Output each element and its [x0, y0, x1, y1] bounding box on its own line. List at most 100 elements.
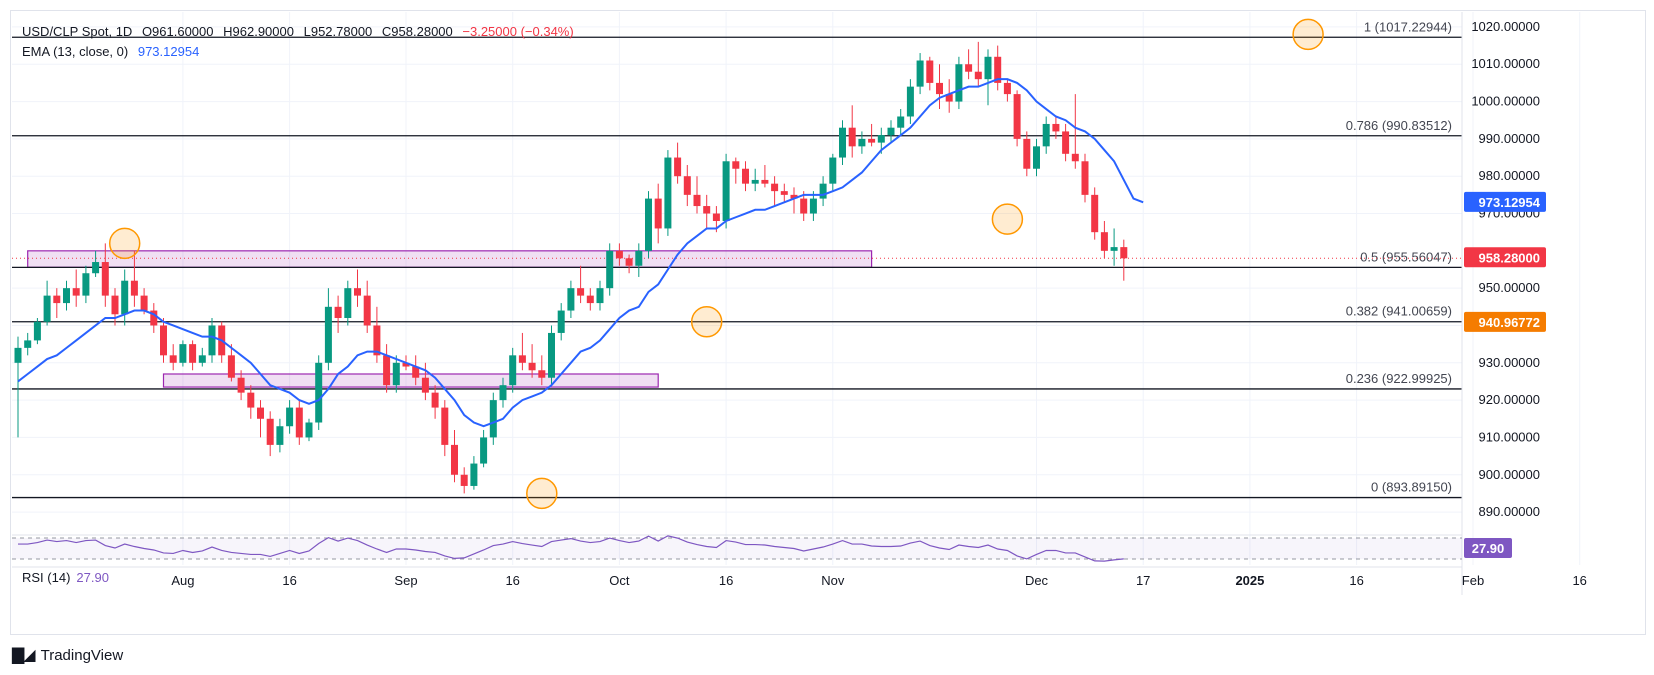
- open-value: O961.60000: [141, 24, 214, 39]
- candle-body: [732, 161, 740, 169]
- candle-body: [974, 71, 982, 80]
- candle-body: [829, 157, 837, 184]
- rsi-value-box: [1464, 538, 1512, 558]
- candle-body: [489, 400, 497, 438]
- y-tick-label: 990.00000: [1479, 131, 1540, 146]
- candle-body: [712, 213, 720, 221]
- candle-body: [926, 60, 934, 83]
- candle-body: [43, 295, 51, 322]
- candle-body: [441, 407, 449, 445]
- highlight-circle: [108, 227, 141, 260]
- candle-body: [53, 295, 61, 304]
- candle-body: [460, 474, 468, 486]
- candle-body: [809, 198, 817, 214]
- ema-line: [17, 78, 1144, 428]
- ema-value: 973.12954: [137, 44, 200, 59]
- candle-body: [383, 355, 391, 386]
- rsi-label[interactable]: RSI (14): [22, 570, 71, 585]
- y-tick-label: 1010.00000: [1471, 56, 1540, 71]
- candle-body: [509, 355, 517, 386]
- candle-body: [1003, 82, 1011, 95]
- candle-body: [208, 325, 216, 356]
- x-tick-label: 16: [505, 573, 519, 588]
- candle-body: [751, 179, 759, 184]
- candle-body: [548, 332, 555, 378]
- candle-body: [538, 370, 546, 378]
- y-tick-label: 920.00000: [1479, 392, 1540, 407]
- candle-body: [780, 191, 788, 195]
- candle-body: [470, 463, 478, 486]
- candle-body: [276, 426, 284, 445]
- high-value: H962.90000: [223, 24, 294, 39]
- fib-level-label: 0 (893.89150): [1371, 480, 1452, 495]
- x-tick-label: Aug: [171, 573, 194, 588]
- chart-frame: [10, 10, 1646, 635]
- candle-body: [722, 161, 730, 221]
- fib-level-label: 0.786 (990.83512): [1346, 118, 1452, 133]
- candle-body: [169, 355, 177, 363]
- highlight-circle: [1292, 18, 1324, 51]
- candle-body: [683, 176, 691, 195]
- candle-body: [557, 310, 565, 333]
- candle-body: [160, 325, 167, 356]
- x-tick-label: Oct: [609, 573, 630, 588]
- candle-body: [247, 392, 255, 408]
- candle-body: [955, 64, 963, 102]
- candle-body: [295, 407, 303, 438]
- ema-label[interactable]: EMA (13, close, 0): [22, 44, 129, 59]
- candle-body: [615, 250, 623, 259]
- candle-body: [1110, 247, 1118, 251]
- candle-body: [790, 194, 798, 199]
- candle-body: [101, 262, 109, 296]
- candle-body: [761, 179, 769, 184]
- rsi-band: [12, 538, 1462, 559]
- y-tick-label: 930.00000: [1479, 355, 1540, 370]
- y-tick-label: 1000.00000: [1471, 94, 1540, 109]
- candle-body: [227, 355, 235, 378]
- price-label-text: 958.28000: [1479, 250, 1540, 265]
- symbol-label[interactable]: USD/CLP Spot, 1D: [22, 24, 133, 39]
- x-tick-label: 17: [1136, 573, 1150, 588]
- candle-body: [14, 347, 22, 363]
- price-label-text: 973.12954: [1479, 195, 1541, 210]
- candle-body: [334, 306, 342, 319]
- tradingview-logo-icon: ▇◢: [12, 647, 36, 664]
- candle-body: [354, 288, 361, 296]
- candle-body: [877, 135, 885, 143]
- price-label-box: [1464, 247, 1546, 268]
- candle-body: [518, 355, 526, 363]
- candle-body: [33, 321, 41, 341]
- candle-body: [1033, 146, 1040, 169]
- highlight-circle: [526, 477, 558, 510]
- candle-body: [645, 198, 652, 251]
- candle-body: [916, 60, 924, 87]
- candle-body: [1081, 161, 1089, 195]
- brand[interactable]: ▇◢ TradingView: [12, 645, 123, 665]
- candle-body: [839, 127, 846, 158]
- support-zone: [162, 373, 659, 388]
- low-value: L952.78000: [303, 24, 373, 39]
- candle-body: [72, 288, 80, 296]
- candle-body: [1023, 138, 1031, 169]
- candle-body: [121, 280, 129, 315]
- ema-legend: EMA (13, close, 0) 973.12954: [22, 44, 205, 59]
- candle-body: [567, 288, 575, 311]
- candle-body: [625, 258, 633, 266]
- candle-body: [819, 183, 827, 199]
- x-tick-label: Nov: [821, 573, 845, 588]
- candle-body: [402, 362, 410, 367]
- candle-body: [480, 437, 488, 464]
- candle-body: [1052, 123, 1060, 132]
- price-label-box: [1464, 311, 1546, 332]
- fib-level-label: 1 (1017.22944): [1364, 19, 1452, 34]
- fib-level-label: 0.382 (941.00659): [1346, 304, 1452, 319]
- candle-body: [635, 250, 643, 266]
- candle-body: [1100, 232, 1108, 251]
- x-tick-label: 2025: [1235, 573, 1264, 588]
- rsi-value: 27.90: [76, 570, 109, 585]
- candle-body: [198, 355, 206, 363]
- highlight-circle: [991, 203, 1024, 235]
- price-label-box: [1464, 191, 1546, 212]
- candle-body: [1091, 194, 1099, 233]
